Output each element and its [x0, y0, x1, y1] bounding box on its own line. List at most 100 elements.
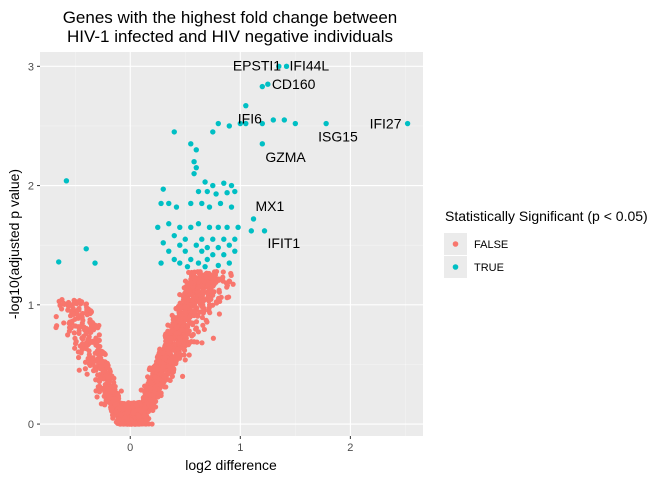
non-significant-point: [176, 355, 183, 361]
non-significant-point: [123, 402, 129, 408]
significant-point: [210, 129, 216, 135]
non-significant-point: [162, 384, 168, 390]
non-significant-point: [83, 345, 89, 352]
significant-point: [404, 120, 411, 127]
non-significant-point: [161, 374, 167, 380]
non-significant-point: [206, 298, 212, 304]
significant-point: [171, 256, 177, 263]
non-significant-point: [201, 278, 207, 285]
non-significant-point: [102, 402, 108, 408]
significant-point: [199, 236, 205, 242]
significant-point: [221, 252, 227, 258]
significant-point: [191, 170, 197, 177]
y-tick-label: 1: [28, 300, 34, 312]
non-significant-point: [95, 342, 101, 348]
significant-point: [283, 63, 290, 70]
non-significant-point: [95, 325, 101, 331]
significant-point: [193, 242, 199, 248]
non-significant-point: [166, 350, 172, 356]
significant-point: [226, 242, 232, 248]
non-significant-point: [193, 326, 199, 332]
non-significant-point: [177, 312, 183, 318]
significant-point: [155, 224, 161, 231]
non-significant-point: [84, 312, 90, 318]
significant-point: [188, 141, 194, 147]
non-significant-point: [104, 360, 110, 366]
non-significant-point: [220, 269, 226, 275]
non-significant-point: [165, 377, 172, 383]
non-significant-point: [84, 371, 90, 377]
significant-point: [226, 260, 232, 266]
significant-point: [261, 228, 268, 234]
significant-point: [232, 236, 238, 242]
non-significant-point: [61, 320, 67, 326]
significant-point: [292, 120, 299, 127]
non-significant-point: [76, 298, 83, 304]
significant-point: [259, 120, 266, 127]
significant-point: [224, 224, 230, 231]
non-significant-point: [186, 352, 192, 358]
significant-point: [177, 242, 183, 248]
non-significant-point: [72, 340, 79, 347]
non-significant-point: [169, 365, 175, 371]
significant-point: [215, 224, 221, 231]
significant-point: [160, 240, 166, 246]
non-significant-point: [160, 364, 166, 370]
significant-point: [158, 200, 164, 207]
chart-title-line-1: Genes with the highest fold change betwe…: [63, 8, 398, 27]
significant-point: [276, 63, 282, 70]
non-significant-point: [168, 335, 174, 342]
significant-point: [184, 263, 191, 270]
significant-point: [221, 180, 227, 186]
gene-label-epsti1: EPSTI1: [233, 57, 281, 73]
non-significant-point: [125, 409, 131, 415]
gene-label-cd160: CD160: [272, 76, 316, 92]
non-significant-point: [185, 296, 192, 303]
significant-point: [232, 248, 238, 254]
significant-point: [63, 178, 70, 184]
significant-point: [215, 120, 221, 127]
significant-point: [215, 244, 221, 251]
non-significant-point: [70, 305, 76, 311]
non-significant-point: [187, 314, 193, 320]
non-significant-point: [76, 330, 82, 336]
significant-point: [202, 179, 208, 185]
x-tick-label: 0: [127, 442, 133, 454]
significant-point: [188, 256, 194, 263]
non-significant-point: [196, 297, 202, 303]
non-significant-point: [181, 347, 188, 353]
non-significant-point: [156, 376, 162, 382]
significant-point: [206, 224, 213, 231]
non-significant-point: [80, 336, 86, 342]
non-significant-point: [140, 419, 146, 426]
non-significant-point: [92, 339, 98, 345]
non-significant-point: [77, 324, 83, 330]
non-significant-point: [71, 297, 77, 303]
significant-point: [237, 120, 244, 127]
non-significant-point: [216, 287, 222, 293]
non-significant-point: [88, 358, 94, 365]
non-significant-point: [167, 344, 173, 351]
non-significant-point: [66, 324, 73, 331]
significant-point: [171, 232, 177, 239]
significant-point: [243, 120, 249, 127]
significant-point: [206, 204, 213, 210]
gene-label-isg15: ISG15: [318, 129, 358, 145]
non-significant-point: [153, 366, 159, 373]
non-significant-point: [96, 389, 103, 395]
non-significant-point: [224, 284, 230, 290]
significant-point: [177, 260, 183, 266]
significant-point: [204, 188, 210, 195]
non-significant-point: [200, 287, 206, 293]
non-significant-point: [95, 347, 101, 353]
non-significant-point: [176, 340, 182, 346]
significant-point: [250, 216, 257, 222]
non-significant-point: [83, 330, 89, 337]
gene-label-ifi6: IFI6: [238, 111, 262, 127]
non-significant-point: [98, 351, 104, 357]
non-significant-point: [182, 357, 188, 363]
non-significant-point: [181, 339, 187, 346]
non-significant-point: [149, 421, 155, 427]
non-significant-point: [108, 389, 114, 395]
non-significant-points: [53, 268, 236, 427]
